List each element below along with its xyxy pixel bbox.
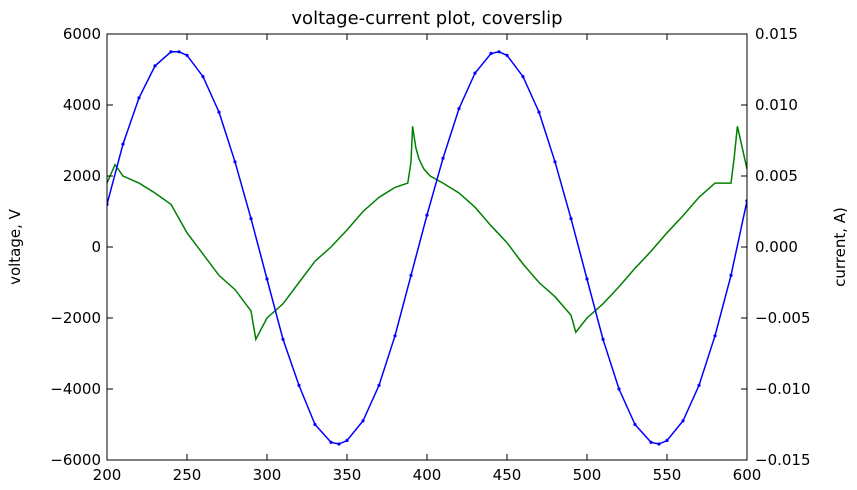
series-point bbox=[585, 277, 589, 281]
series-point bbox=[217, 110, 221, 114]
plot-area bbox=[107, 50, 747, 446]
y-tick-label-right: 0.000 bbox=[755, 238, 798, 256]
y-tick-label-left: −2000 bbox=[50, 309, 101, 327]
y-tick-label-right: 0.015 bbox=[755, 25, 798, 43]
series-point bbox=[153, 64, 157, 68]
x-tick-label: 300 bbox=[253, 466, 282, 484]
series-point bbox=[649, 440, 653, 444]
y-tick-label-left: 6000 bbox=[63, 25, 101, 43]
series-point bbox=[441, 156, 445, 160]
series-point bbox=[177, 50, 181, 54]
x-tick-label: 600 bbox=[733, 466, 762, 484]
series-point bbox=[633, 422, 637, 427]
x-tick-label: 550 bbox=[653, 466, 682, 484]
series-point bbox=[169, 50, 173, 54]
series-point bbox=[569, 217, 573, 221]
series-point bbox=[297, 383, 301, 387]
chart-title: voltage-current plot, coverslip bbox=[291, 8, 562, 29]
axes: 200 250 300 350 400 450 500 550 600 6000 4000 2000 0… bbox=[50, 25, 810, 484]
series-point bbox=[345, 438, 349, 443]
series-point bbox=[137, 96, 141, 100]
series-point bbox=[425, 213, 429, 217]
series-point bbox=[409, 273, 413, 277]
plot-frame bbox=[106, 33, 748, 461]
series-point bbox=[265, 277, 269, 281]
series-point bbox=[121, 142, 125, 146]
y-tick-label-right: 0.010 bbox=[755, 96, 798, 114]
series-point bbox=[601, 337, 605, 341]
series-point bbox=[489, 51, 493, 56]
series-point bbox=[473, 71, 477, 75]
x-tick-label: 200 bbox=[93, 466, 122, 484]
y-tick-label-left: 0 bbox=[91, 238, 101, 256]
x-tick-label: 350 bbox=[333, 466, 362, 484]
y-axis-right-label: current, A) bbox=[831, 207, 849, 287]
series-point bbox=[665, 438, 669, 443]
series-line-voltage bbox=[107, 51, 747, 445]
series-point bbox=[729, 273, 733, 277]
series-point bbox=[337, 442, 341, 446]
y-tick-label-right: −0.005 bbox=[755, 309, 811, 327]
series-point bbox=[185, 53, 189, 57]
series-line-current bbox=[107, 126, 747, 342]
y-tick-label-right: −0.015 bbox=[755, 451, 811, 469]
series-point bbox=[361, 419, 365, 423]
x-tick-label: 450 bbox=[493, 466, 522, 484]
series-point bbox=[697, 383, 701, 387]
y-tick-label-left: −6000 bbox=[50, 451, 101, 469]
y-tick-label-left: 2000 bbox=[63, 167, 101, 185]
series-point bbox=[249, 217, 253, 221]
y-axis-left-label: voltage, V bbox=[6, 208, 24, 285]
series-point bbox=[713, 334, 717, 338]
series-point bbox=[657, 442, 661, 446]
y-tick-label-right: 0.005 bbox=[755, 167, 798, 185]
x-tick-label: 250 bbox=[173, 466, 202, 484]
x-tick-label: 500 bbox=[573, 466, 602, 484]
series-point bbox=[233, 160, 237, 164]
series-point bbox=[553, 160, 557, 164]
series-point bbox=[281, 337, 285, 341]
x-tick-label: 400 bbox=[413, 466, 442, 484]
y-tick-label-left: −4000 bbox=[50, 380, 101, 398]
series-point bbox=[617, 387, 621, 391]
series-point bbox=[505, 53, 509, 57]
series-point bbox=[537, 110, 541, 114]
series-point bbox=[457, 107, 461, 111]
series-point bbox=[201, 75, 205, 79]
y-tick-label-right: −0.010 bbox=[755, 380, 811, 398]
series-point bbox=[393, 334, 397, 338]
series-point bbox=[521, 75, 525, 79]
series-point bbox=[313, 422, 317, 427]
series-point bbox=[329, 440, 333, 444]
series-point bbox=[497, 50, 501, 54]
series-point bbox=[681, 419, 685, 423]
y-tick-label-left: 4000 bbox=[63, 96, 101, 114]
series-point bbox=[377, 383, 381, 387]
